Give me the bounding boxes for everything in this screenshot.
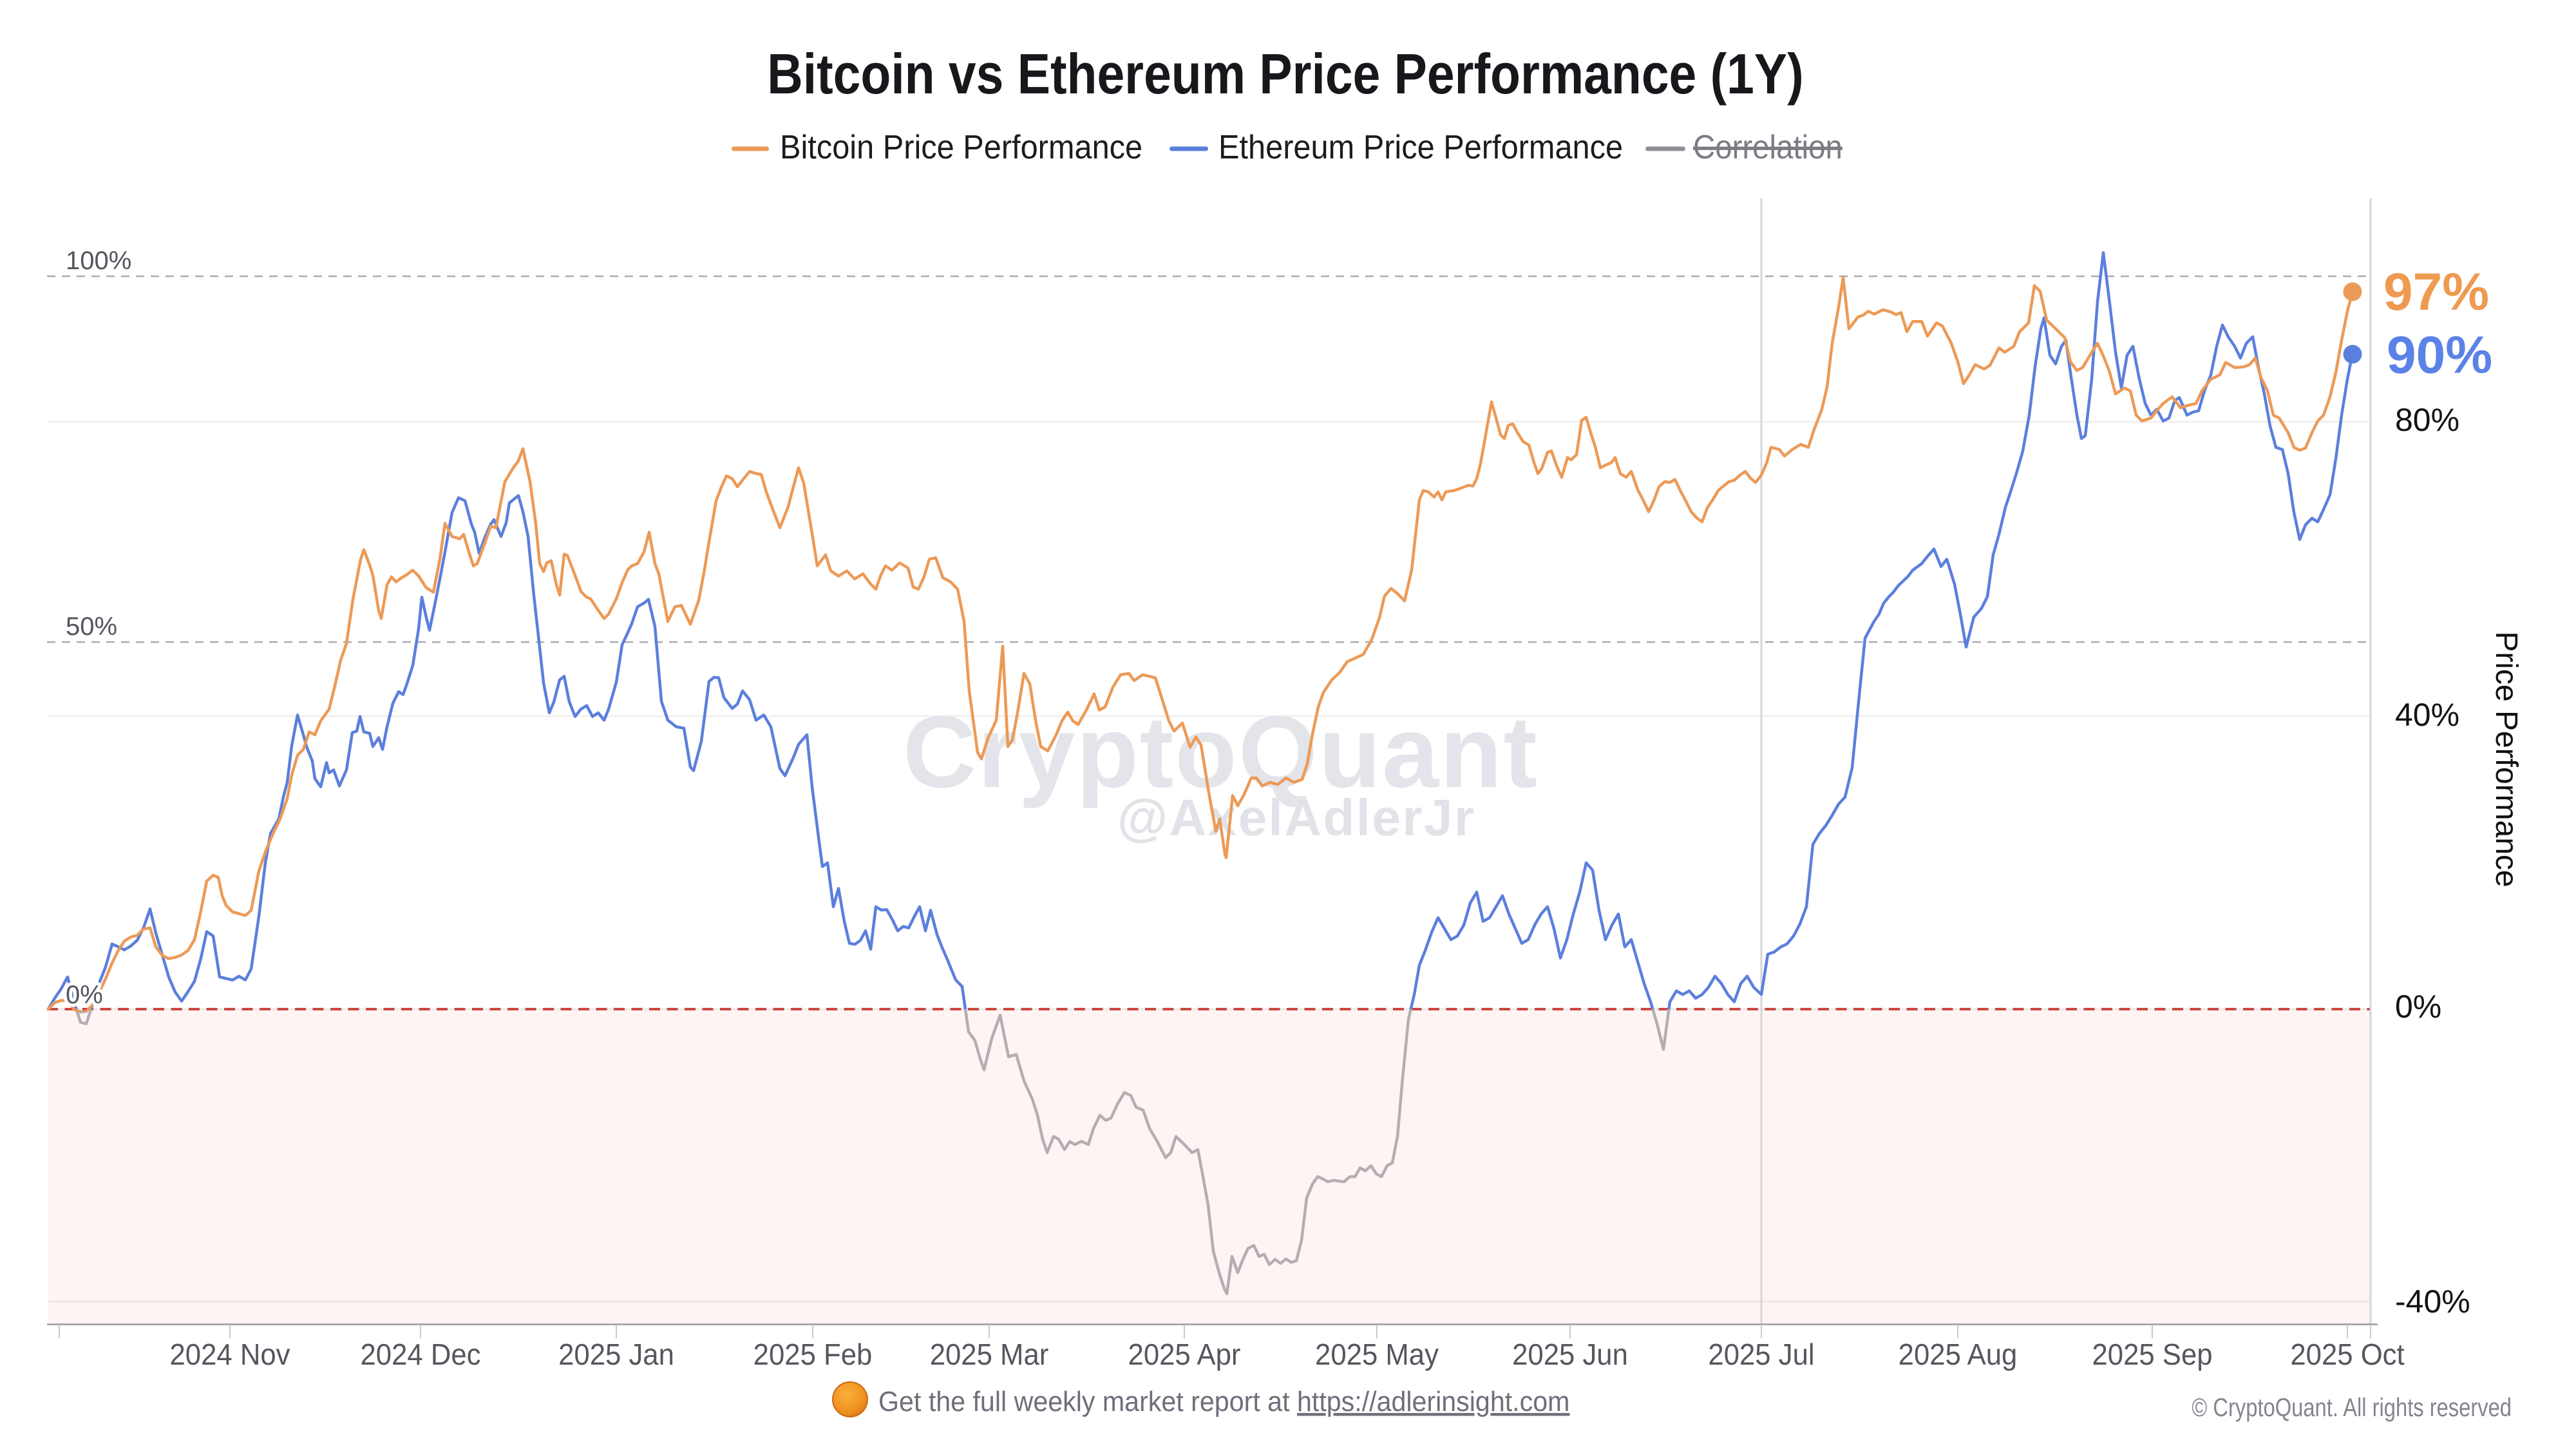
svg-text:Price Performance: Price Performance — [2489, 631, 2523, 887]
svg-text:0%: 0% — [2395, 989, 2441, 1025]
svg-text:2025 Feb: 2025 Feb — [753, 1338, 873, 1371]
svg-text:2025 Aug: 2025 Aug — [1899, 1338, 2018, 1371]
svg-text:50%: 50% — [66, 612, 117, 641]
svg-text:97%: 97% — [2383, 263, 2489, 321]
svg-text:80%: 80% — [2395, 402, 2459, 438]
svg-text:2024 Nov: 2024 Nov — [169, 1338, 290, 1371]
svg-text:40%: 40% — [2395, 697, 2459, 733]
svg-text:@AxelAdlerJr: @AxelAdlerJr — [1117, 789, 1474, 846]
svg-text:2025 Jun: 2025 Jun — [1512, 1338, 1628, 1371]
svg-text:Bitcoin vs Ethereum Price Perf: Bitcoin vs Ethereum Price Performance (1… — [767, 42, 1803, 106]
svg-text:2025 Sep: 2025 Sep — [2092, 1338, 2212, 1371]
svg-text:Bitcoin Price Performance: Bitcoin Price Performance — [780, 128, 1142, 166]
svg-text:0%: 0% — [66, 981, 103, 1009]
svg-text:-40%: -40% — [2395, 1283, 2470, 1320]
svg-text:2025 Apr: 2025 Apr — [1128, 1338, 1241, 1371]
svg-text:2025 May: 2025 May — [1315, 1338, 1439, 1371]
svg-text:2025 Mar: 2025 Mar — [930, 1338, 1049, 1371]
svg-text:90%: 90% — [2387, 326, 2492, 384]
svg-text:Ethereum Price Performance: Ethereum Price Performance — [1218, 128, 1623, 166]
svg-text:Get the full weekly market rep: Get the full weekly market report at htt… — [878, 1386, 1569, 1418]
svg-text:CryptoQuant: CryptoQuant — [903, 696, 1537, 809]
svg-text:Correlation: Correlation — [1693, 128, 1842, 166]
svg-text:2025 Jul: 2025 Jul — [1708, 1338, 1814, 1371]
svg-text:2024 Dec: 2024 Dec — [360, 1338, 480, 1371]
svg-text:2025 Oct: 2025 Oct — [2290, 1338, 2405, 1371]
svg-text:© CryptoQuant. All rights rese: © CryptoQuant. All rights reserved — [2192, 1393, 2512, 1422]
svg-text:100%: 100% — [66, 247, 131, 275]
svg-text:2025 Jan: 2025 Jan — [558, 1338, 674, 1371]
